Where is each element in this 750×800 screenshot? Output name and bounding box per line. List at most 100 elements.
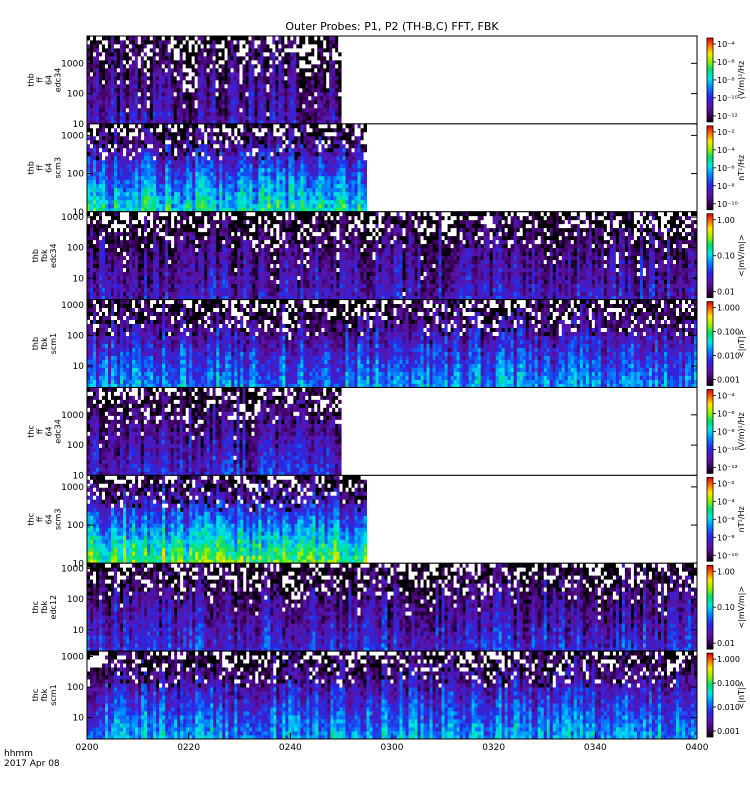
heatmap-cell — [315, 180, 318, 184]
heatmap-cell — [189, 268, 192, 272]
heatmap-cell — [168, 228, 171, 232]
heatmap-cell — [189, 108, 192, 112]
heatmap-cell — [126, 264, 129, 268]
heatmap-cell — [291, 164, 294, 168]
heatmap-cell — [114, 152, 117, 156]
heatmap-cell — [276, 136, 279, 140]
heatmap-cell — [234, 148, 237, 152]
heatmap-cell — [222, 148, 225, 152]
heatmap-cell — [201, 116, 204, 120]
heatmap-cell — [132, 84, 135, 88]
heatmap-cell — [96, 268, 99, 272]
heatmap-cell — [180, 48, 183, 52]
heatmap-cell — [204, 276, 207, 280]
heatmap-cell — [329, 108, 332, 112]
heatmap-cell — [331, 124, 334, 128]
heatmap-cell — [195, 192, 198, 196]
panel-label-line: 64 — [45, 75, 54, 85]
heatmap-cell — [216, 80, 219, 84]
heatmap-cell — [147, 104, 150, 108]
heatmap-cell — [96, 292, 99, 296]
heatmap-cell — [114, 140, 117, 144]
heatmap-cell — [266, 96, 269, 100]
heatmap-cell — [93, 112, 96, 116]
heatmap-cell — [105, 48, 108, 52]
heatmap-cell — [102, 140, 105, 144]
heatmap-cell — [207, 36, 210, 40]
heatmap-cell — [355, 128, 358, 132]
heatmap-cell — [213, 276, 216, 280]
heatmap-cell — [216, 188, 219, 192]
heatmap-cell — [150, 76, 153, 80]
heatmap-cell — [120, 264, 123, 268]
heatmap-cell — [153, 256, 156, 260]
heatmap-cell — [144, 92, 147, 96]
heatmap-cell — [108, 76, 111, 80]
heatmap-cell — [156, 220, 159, 224]
heatmap-cell — [329, 48, 332, 52]
heatmap-cell — [195, 92, 198, 96]
heatmap-cell — [291, 172, 294, 176]
heatmap-cell — [364, 196, 367, 200]
heatmap-cell — [153, 228, 156, 232]
heatmap-cell — [153, 268, 156, 272]
heatmap-cell — [111, 256, 114, 260]
heatmap-cell — [117, 212, 120, 216]
heatmap-cell — [120, 176, 123, 180]
heatmap-cell — [87, 228, 90, 232]
heatmap-cell — [123, 180, 126, 184]
heatmap-cell — [135, 56, 138, 60]
y-tick-label: 10 — [73, 120, 85, 130]
heatmap-cell — [252, 124, 255, 128]
heatmap-cell — [174, 80, 177, 84]
heatmap-cell — [180, 36, 183, 40]
heatmap-cell — [99, 160, 102, 164]
heatmap-cell — [332, 36, 335, 40]
heatmap-cell — [93, 100, 96, 104]
heatmap-cell — [150, 244, 153, 248]
heatmap-cell — [129, 152, 132, 156]
heatmap-cell — [255, 148, 258, 152]
heatmap-cell — [144, 132, 147, 136]
heatmap-cell — [99, 100, 102, 104]
heatmap-cell — [183, 128, 186, 132]
heatmap-cell — [288, 160, 291, 164]
heatmap-cell — [102, 112, 105, 116]
heatmap-cell — [261, 128, 264, 132]
heatmap-cell — [195, 224, 198, 228]
heatmap-cell — [213, 176, 216, 180]
heatmap-cell — [264, 200, 267, 204]
heatmap-cell — [147, 132, 150, 136]
heatmap-cell — [177, 224, 180, 228]
heatmap-cell — [278, 68, 281, 72]
color-bar-tick-label: 10⁻⁶ — [717, 58, 735, 67]
heatmap-cell — [105, 56, 108, 60]
heatmap-cell — [237, 80, 240, 84]
heatmap-cell — [111, 148, 114, 152]
heatmap-cell — [189, 68, 192, 72]
heatmap-cell — [105, 232, 108, 236]
heatmap-cell — [343, 148, 346, 152]
heatmap-cell — [105, 124, 108, 128]
heatmap-cell — [299, 116, 302, 120]
heatmap-cell — [210, 56, 213, 60]
heatmap-cell — [114, 268, 117, 272]
heatmap-cell — [201, 128, 204, 132]
heatmap-cell — [105, 280, 108, 284]
heatmap-cell — [96, 100, 99, 104]
heatmap-cell — [314, 72, 317, 76]
heatmap-cell — [180, 84, 183, 88]
heatmap-cell — [287, 108, 290, 112]
heatmap-cell — [177, 184, 180, 188]
heatmap-cell — [309, 160, 312, 164]
heatmap-cell — [263, 104, 266, 108]
heatmap-cell — [198, 184, 201, 188]
heatmap-cell — [180, 76, 183, 80]
heatmap-cell — [285, 180, 288, 184]
heatmap-cell — [237, 68, 240, 72]
heatmap-cell — [338, 64, 341, 68]
heatmap-cell — [297, 124, 300, 128]
heatmap-cell — [93, 268, 96, 272]
heatmap-cell — [87, 236, 90, 240]
heatmap-cell — [87, 216, 90, 220]
